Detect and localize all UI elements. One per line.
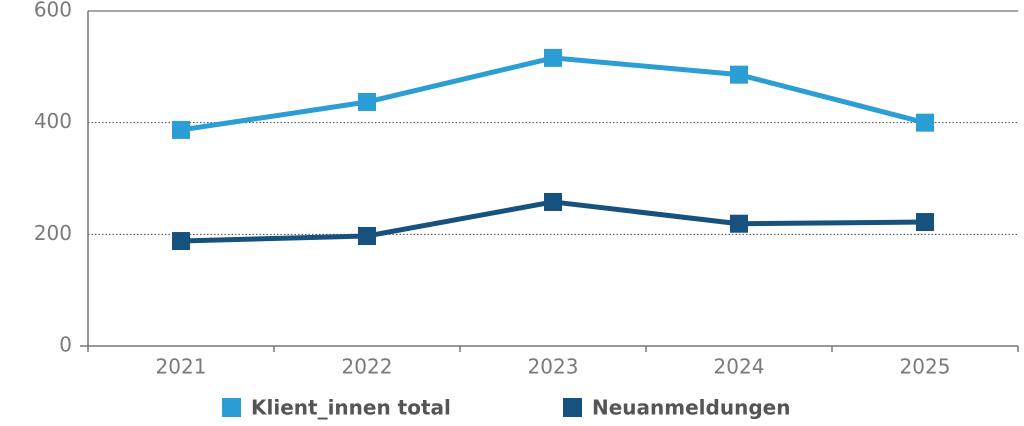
point (358, 93, 376, 112)
point (172, 120, 190, 139)
point (358, 227, 376, 246)
y-tick-label: 0 (59, 333, 72, 357)
point (916, 113, 934, 132)
x-tick-label: 2022 (342, 355, 393, 379)
y-tick-label: 400 (34, 109, 72, 133)
point (544, 48, 562, 67)
legend-label: Klient_innen total (251, 396, 451, 420)
y-tick-label: 200 (34, 221, 72, 245)
x-tick-label: 2023 (528, 355, 579, 379)
legend-swatch (563, 398, 582, 417)
point (730, 65, 748, 84)
point (730, 214, 748, 233)
x-tick-label: 2024 (714, 355, 765, 379)
point (172, 232, 190, 251)
legend: Klient_innen total Neuanmeldungen (222, 396, 790, 420)
legend-label: Neuanmeldungen (592, 396, 790, 420)
x-tick-label: 2021 (156, 355, 207, 379)
point (544, 192, 562, 211)
y-tick-label: 600 (34, 0, 72, 22)
legend-swatch (222, 398, 241, 417)
x-tick-label: 2025 (900, 355, 951, 379)
series-line (180, 55, 926, 133)
point (916, 213, 934, 232)
